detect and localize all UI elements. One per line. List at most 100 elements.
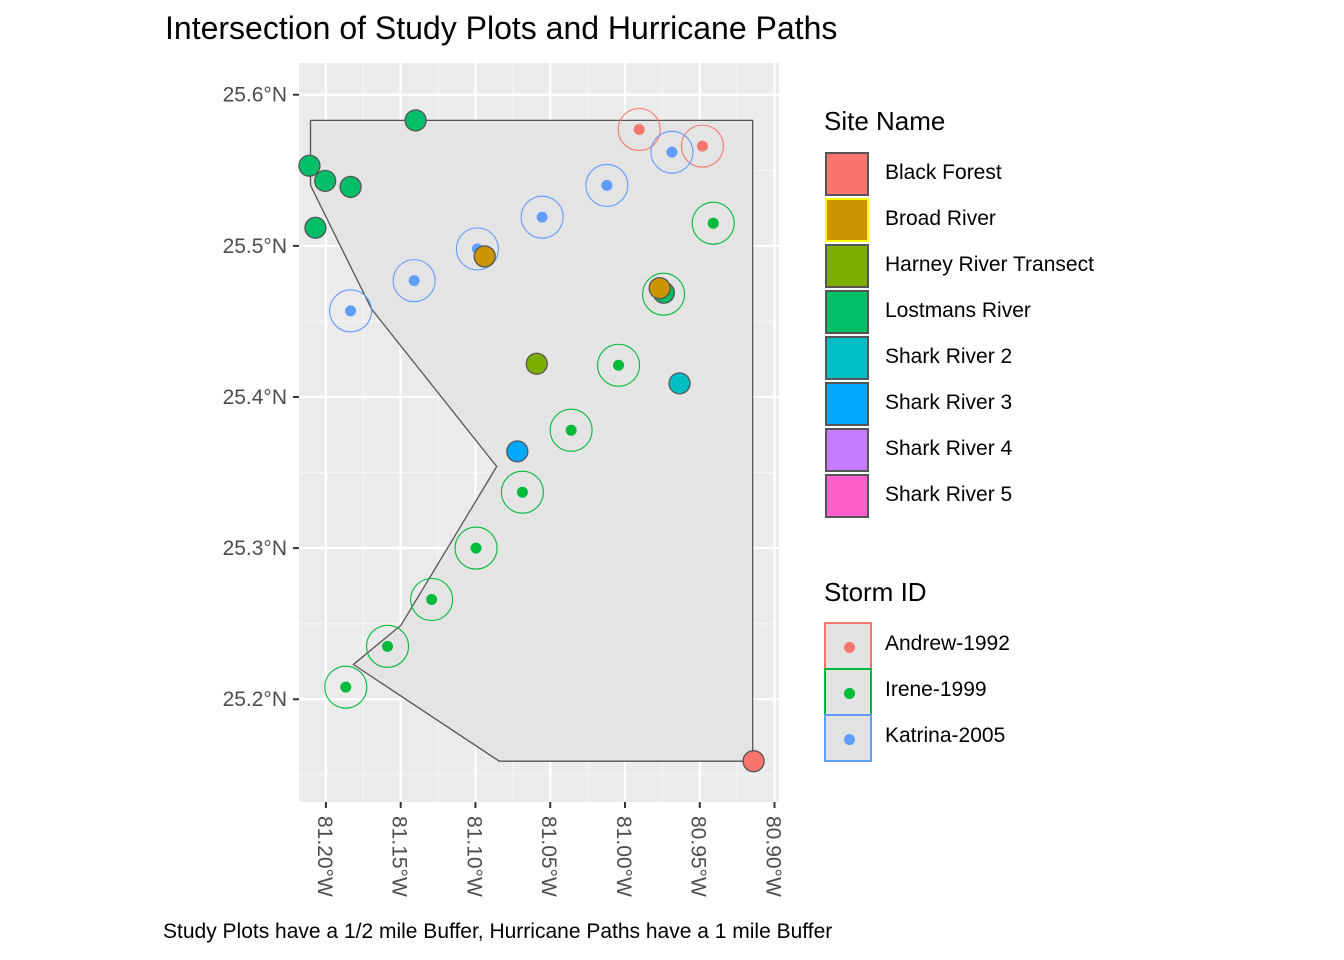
site-point	[648, 277, 671, 300]
caption: Study Plots have a 1/2 mile Buffer, Hurr…	[163, 920, 833, 943]
storm-buffer	[520, 195, 564, 239]
storm-buffer	[454, 526, 498, 570]
storm-buffer	[455, 227, 499, 271]
site-point	[506, 440, 529, 463]
site-legend-item: Shark River 4	[824, 427, 1244, 473]
storm-point	[340, 681, 352, 693]
storm-legend-key	[824, 668, 872, 716]
y-tick-label: 25.3°N	[223, 537, 287, 560]
site-legend-swatch	[825, 382, 869, 426]
storm-point	[601, 179, 613, 191]
storm-point	[408, 275, 420, 287]
storm-buffer	[642, 272, 686, 316]
x-tick-label: 81.10°W	[462, 816, 485, 897]
storm-legend-key	[824, 714, 872, 762]
site-legend-item: Lostmans River	[824, 289, 1244, 335]
storm-point	[516, 486, 528, 498]
site-legend-key	[824, 473, 870, 519]
site-legend-swatch	[825, 152, 869, 196]
storm-buffer	[329, 289, 373, 333]
chart-title: Intersection of Study Plots and Hurrican…	[165, 10, 838, 46]
storm-point	[696, 140, 708, 152]
site-legend-item: Shark River 2	[824, 335, 1244, 381]
x-tick-label: 81.20°W	[313, 816, 336, 897]
storm-buffer	[500, 470, 544, 514]
storm-point	[382, 640, 394, 652]
site-legend-swatch	[825, 290, 869, 334]
site-legend-item: Shark River 3	[824, 381, 1244, 427]
x-tick-label: 81.00°W	[612, 816, 635, 897]
storm-point	[613, 359, 625, 371]
y-tick-label: 25.6°N	[223, 84, 287, 107]
storm-point	[707, 217, 719, 229]
site-legend-title: Site Name	[824, 106, 946, 136]
x-tick-label: 80.90°W	[762, 816, 785, 897]
site-legend-item: Black Forest	[824, 151, 1244, 197]
storm-legend-dot	[844, 642, 855, 653]
storm-buffer	[324, 665, 368, 709]
site-legend-label: Lostmans River	[885, 299, 1031, 322]
site-point	[473, 245, 496, 268]
storm-legend-label: Irene-1999	[885, 678, 987, 701]
site-legend-key	[824, 289, 870, 335]
storm-legend-title: Storm ID	[824, 577, 927, 607]
y-tick-label: 25.5°N	[223, 235, 287, 258]
storm-buffer	[392, 259, 436, 303]
site-legend-key	[824, 151, 870, 197]
site-legend-swatch	[825, 244, 869, 288]
x-tick-label: 81.15°W	[388, 816, 411, 897]
storm-point	[536, 211, 548, 223]
storm-buffer	[680, 124, 724, 168]
site-legend-label: Black Forest	[885, 161, 1002, 184]
site-legend-label: Shark River 2	[885, 345, 1013, 368]
site-legend-item: Shark River 5	[824, 473, 1244, 519]
site-point	[339, 175, 362, 199]
storm-buffer	[549, 408, 593, 452]
x-tick-label: 81.05°W	[537, 816, 560, 897]
site-legend-key	[824, 243, 870, 289]
storm-point	[666, 146, 678, 158]
site-legend-item: Broad River	[824, 197, 1244, 243]
x-tick-label: 80.95°W	[687, 816, 710, 897]
site-legend-label: Shark River 5	[885, 483, 1013, 506]
storm-point	[565, 424, 577, 436]
storm-legend-dot	[844, 688, 855, 699]
storm-point	[633, 123, 645, 135]
storm-buffer	[597, 343, 641, 387]
site-legend-swatch	[825, 474, 869, 518]
site-point	[404, 109, 427, 132]
site-point	[304, 216, 327, 239]
site-point	[742, 750, 765, 773]
storm-buffer	[410, 577, 454, 622]
site-legend-label: Shark River 4	[885, 437, 1013, 460]
site-legend-key	[824, 427, 870, 473]
site-point	[298, 154, 321, 177]
storm-legend-item: Irene-1999	[824, 668, 1244, 716]
storm-buffer	[585, 163, 629, 207]
site-legend-swatch	[825, 336, 869, 380]
storm-point	[426, 593, 438, 605]
site-legend-key	[824, 381, 870, 427]
site-legend-swatch	[825, 428, 869, 472]
site-legend-label: Shark River 3	[885, 391, 1013, 414]
site-legend-key	[824, 197, 870, 243]
storm-point	[345, 305, 357, 317]
storm-buffer	[650, 130, 694, 174]
site-legend-item: Harney River Transect	[824, 243, 1244, 289]
storm-legend-label: Katrina-2005	[885, 724, 1006, 747]
storm-legend-label: Andrew-1992	[885, 632, 1010, 655]
site-legend-key	[824, 335, 870, 381]
site-legend-label: Broad River	[885, 207, 996, 230]
site-legend-label: Harney River Transect	[885, 253, 1094, 276]
site-legend-swatch	[825, 198, 869, 242]
storm-buffer	[691, 201, 735, 245]
y-tick-label: 25.4°N	[223, 386, 287, 409]
storm-point	[470, 542, 482, 554]
map-plot: 25.6°N 25.5°N 25.4°N 25.3°N 25.2°N 81.20°W 81…	[223, 63, 785, 897]
storm-buffer	[365, 624, 410, 668]
site-point	[525, 352, 548, 375]
storm-legend-item: Andrew-1992	[824, 622, 1244, 670]
study-region-polygon	[309, 119, 754, 762]
storm-legend-key	[824, 622, 872, 670]
site-point	[668, 372, 691, 395]
